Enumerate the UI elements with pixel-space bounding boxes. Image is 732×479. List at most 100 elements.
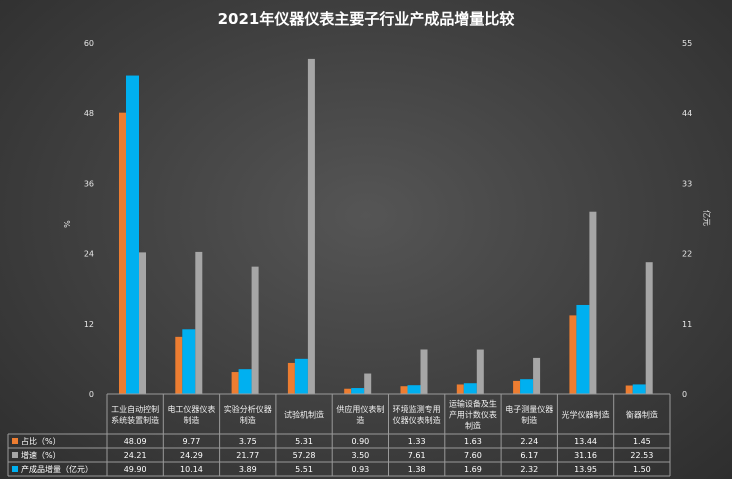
data-label: 10.14 <box>180 465 203 474</box>
data-label: 21.77 <box>236 451 259 460</box>
data-label: 3.89 <box>239 465 257 474</box>
data-label: 13.95 <box>574 465 597 474</box>
data-label: 7.61 <box>408 451 426 460</box>
category-label: 供应用仪表制 <box>336 404 384 414</box>
data-label: 2.24 <box>520 437 538 446</box>
left-tick-label: 48 <box>84 109 94 118</box>
bar-increment <box>126 75 139 394</box>
category-label: 电工仪器仪表 <box>167 404 215 414</box>
category-label: 试验机制造 <box>284 410 324 420</box>
category-label: 产用计数仪表 <box>449 410 497 420</box>
bar-growth <box>139 252 146 394</box>
category-label: 衡器制造 <box>626 410 658 420</box>
right-tick-label: 22 <box>682 250 692 259</box>
data-label: 1.69 <box>464 465 482 474</box>
bar-growth <box>195 251 203 394</box>
legend-label: 产成品增量（亿元） <box>21 464 93 474</box>
data-label: 57.28 <box>293 451 316 460</box>
right-tick-label: 44 <box>682 109 692 118</box>
left-tick-label: 36 <box>84 179 94 188</box>
bar-share <box>456 384 464 394</box>
left-tick-label: 0 <box>89 390 94 399</box>
data-label: 1.45 <box>633 437 651 446</box>
bar-share <box>287 362 295 394</box>
data-label: 24.21 <box>124 451 147 460</box>
bar-share <box>231 372 239 394</box>
left-axis-title: % <box>63 220 72 228</box>
category-label: 环境监测专用 <box>393 404 441 414</box>
legend-label: 增速（%） <box>21 450 61 460</box>
data-label: 49.90 <box>124 465 147 474</box>
legend-key <box>12 466 18 472</box>
category-label: 制造 <box>183 415 199 425</box>
category-label: 实验分析仪器 <box>224 404 272 414</box>
data-label: 1.33 <box>408 437 426 446</box>
right-tick-label: 55 <box>682 39 692 48</box>
data-label: 3.50 <box>351 451 369 460</box>
bar-share <box>119 112 126 395</box>
bar-share <box>175 336 183 394</box>
data-label: 9.77 <box>183 437 201 446</box>
data-label: 24.29 <box>180 451 203 460</box>
data-label: 1.38 <box>408 465 426 474</box>
data-label: 3.75 <box>239 437 257 446</box>
bar-increment <box>351 388 365 394</box>
category-label: 造 <box>356 415 364 425</box>
left-tick-label: 24 <box>84 250 94 259</box>
bar-share <box>513 380 521 394</box>
category-label: 光学仪器制造 <box>562 410 610 420</box>
category-label: 电子测量仪器 <box>505 404 553 414</box>
bar-increment <box>294 358 308 394</box>
bar-increment <box>520 379 534 394</box>
category-label: 制造 <box>521 415 537 425</box>
category-label: 系统装置制造 <box>111 415 159 425</box>
data-label: 1.50 <box>633 465 651 474</box>
bar-increment <box>238 369 252 394</box>
bar-growth <box>645 262 653 394</box>
axes-layer: 60 48 36 24 12 0 55 44 33 22 11 0% 亿元 <box>63 39 712 399</box>
data-label: 0.90 <box>351 437 369 446</box>
data-label: 48.09 <box>124 437 147 446</box>
category-label: 运输设备及生 <box>449 399 497 409</box>
category-label: 工业自动控制 <box>111 404 159 414</box>
data-label: 5.51 <box>295 465 313 474</box>
data-label: 0.93 <box>351 465 369 474</box>
right-tick-label: 0 <box>682 390 687 399</box>
legend-key <box>12 438 18 444</box>
bar-growth <box>589 211 597 394</box>
bar-growth <box>307 58 315 395</box>
bar-share <box>344 388 352 394</box>
bar-increment <box>576 304 590 394</box>
category-label: 制造 <box>465 421 481 431</box>
bar-increment <box>632 384 646 394</box>
right-tick-label: 33 <box>682 179 692 188</box>
bar-share <box>625 385 633 394</box>
bar-growth <box>364 373 372 394</box>
bar-share <box>569 315 577 394</box>
bar-increment <box>463 383 477 394</box>
right-tick-label: 11 <box>682 320 692 329</box>
data-label: 31.16 <box>574 451 597 460</box>
data-label: 22.53 <box>630 451 653 460</box>
data-label: 13.44 <box>574 437 597 446</box>
data-label: 7.60 <box>464 451 482 460</box>
chart-title: 2021年仪器仪表主要子行业产成品增量比较 <box>218 10 515 28</box>
bar-growth <box>476 349 484 394</box>
data-label: 5.31 <box>295 437 313 446</box>
legend-label: 占比（%） <box>21 436 61 446</box>
category-label: 制造 <box>240 415 256 425</box>
legend-key <box>12 452 18 458</box>
bar-increment <box>182 329 196 394</box>
data-label: 6.17 <box>520 451 538 460</box>
bar-share <box>400 386 408 394</box>
left-tick-label: 12 <box>84 320 94 329</box>
right-axis-title: 亿元 <box>702 210 712 226</box>
left-tick-label: 60 <box>84 39 94 48</box>
bar-growth <box>533 357 541 394</box>
category-label: 仪器仪表制造 <box>393 415 441 425</box>
data-label: 1.63 <box>464 437 482 446</box>
data-label: 2.32 <box>520 465 538 474</box>
bars-layer <box>119 58 653 395</box>
